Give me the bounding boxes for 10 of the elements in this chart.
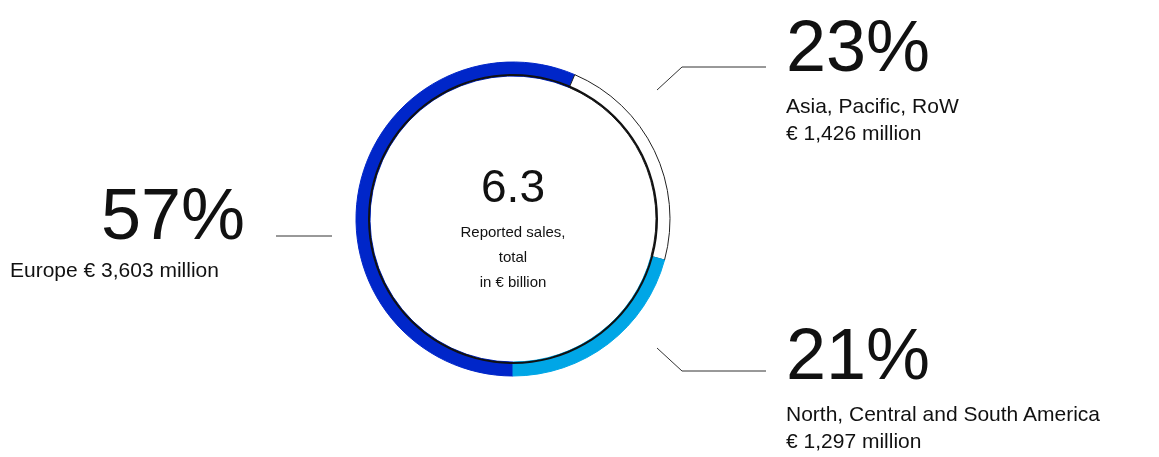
slice-label: North, Central and South America € 1,297 million — [786, 402, 1101, 452]
text: total — [498, 248, 528, 265]
slice-label: Asia, Pacific, RoW € 1,426 million — [786, 94, 959, 144]
data-label: 23% — [786, 6, 931, 86]
data-label: 57% — [100, 174, 245, 254]
text: 6.3 — [481, 160, 545, 212]
data-label: 21% — [786, 314, 931, 394]
text: in € billion — [479, 273, 547, 290]
text: Reported sales, — [460, 223, 566, 240]
slice-label: Europe € 3,603 million — [10, 258, 219, 281]
